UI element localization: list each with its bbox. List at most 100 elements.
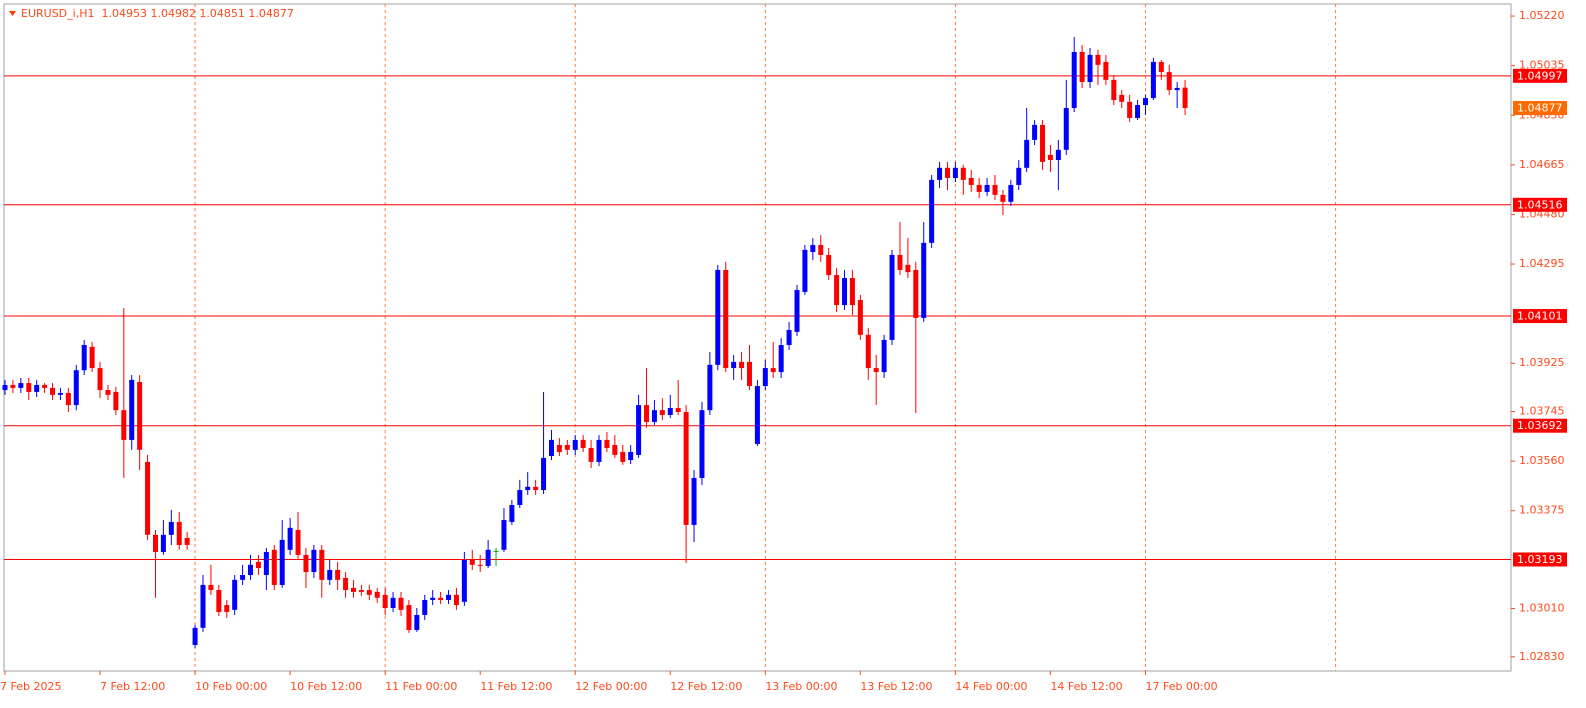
candle-body	[881, 339, 887, 373]
candle-body	[667, 408, 673, 415]
candle-body	[382, 594, 388, 608]
candle-body	[160, 534, 166, 552]
candle-body	[255, 561, 261, 569]
candle-body	[1095, 54, 1101, 65]
candle-body	[493, 550, 499, 552]
candle-body	[707, 364, 713, 411]
candle-body	[10, 384, 16, 388]
x-tick-label: 7 Feb 2025	[0, 680, 61, 693]
candle-body	[1000, 194, 1006, 202]
candle-body	[398, 597, 404, 610]
candle-body	[1166, 72, 1172, 91]
plot-frame	[3, 3, 1512, 672]
candle-body	[73, 370, 79, 406]
candle-body	[105, 390, 111, 395]
candle-body	[612, 445, 618, 455]
candle-body	[1127, 101, 1133, 118]
price-box-label: 1.04101	[1517, 310, 1563, 323]
price-box-label: 1.03692	[1517, 419, 1563, 432]
candle-body	[929, 179, 935, 243]
candle-body	[248, 564, 254, 576]
candle-body	[1016, 167, 1022, 185]
candle-body	[905, 264, 911, 273]
candle-body	[184, 538, 190, 545]
candle-body	[469, 560, 475, 565]
x-tick-label: 11 Feb 00:00	[385, 680, 457, 693]
candle-body	[1047, 154, 1053, 161]
candle-body	[446, 594, 452, 600]
candle-body	[691, 477, 697, 525]
candle-body	[556, 445, 562, 452]
candle-body	[311, 549, 317, 573]
candle-body	[818, 245, 824, 255]
candle-body	[1182, 87, 1188, 109]
candle-body	[295, 529, 301, 555]
candle-body	[335, 569, 341, 580]
y-tick-label: 1.05035	[1519, 59, 1565, 72]
candle-body	[1119, 94, 1125, 102]
candle-body	[533, 486, 539, 491]
candle-body	[1142, 98, 1148, 106]
x-tick-label: 12 Feb 12:00	[670, 680, 742, 693]
candle-body	[224, 605, 230, 613]
candle-body	[216, 590, 222, 613]
chart-title: EURUSD_i,H1 1.04953 1.04982 1.04851 1.04…	[21, 7, 294, 20]
candle-body	[232, 579, 238, 610]
candle-body	[636, 405, 642, 455]
candle-body	[501, 520, 507, 550]
candle-body	[97, 368, 103, 391]
candle-body	[1174, 87, 1180, 91]
candle-body	[834, 275, 840, 306]
candle-body	[644, 405, 650, 422]
price-box-label: 1.03193	[1517, 553, 1563, 566]
candle-body	[137, 382, 143, 450]
candle-body	[129, 379, 135, 440]
x-tick-label: 17 Feb 00:00	[1145, 680, 1217, 693]
candle-body	[263, 551, 269, 576]
candle-body	[921, 242, 927, 318]
x-tick-label: 12 Feb 00:00	[575, 680, 647, 693]
candle-body	[580, 439, 586, 448]
candle-body	[430, 597, 436, 600]
price-box-label: 1.04877	[1517, 102, 1563, 115]
candle-body	[18, 383, 24, 388]
candle-body	[303, 554, 309, 573]
candle-body	[279, 539, 285, 585]
menu-arrow[interactable]	[9, 11, 16, 16]
candle-body	[675, 408, 681, 413]
candle-body	[1103, 61, 1109, 80]
candle-body	[1071, 51, 1077, 109]
candle-body	[319, 549, 325, 580]
candle-body	[992, 184, 998, 195]
candle-body	[699, 410, 705, 478]
candle-body	[937, 167, 943, 180]
candle-body	[1063, 108, 1069, 150]
candle-body	[89, 346, 95, 369]
y-tick-label: 1.03375	[1519, 504, 1565, 517]
candle-body	[1150, 61, 1156, 99]
candle-body	[889, 254, 895, 340]
y-tick-label: 1.03560	[1519, 454, 1565, 467]
y-tick-label: 1.04295	[1519, 257, 1565, 270]
candle-body	[422, 599, 428, 615]
candle-body	[865, 334, 871, 369]
candle-body	[414, 614, 420, 630]
candle-body	[34, 384, 40, 392]
candle-body	[778, 345, 784, 373]
candle-body	[406, 605, 412, 630]
candle-body	[1158, 61, 1164, 73]
candle-body	[1087, 54, 1093, 83]
candle-body	[984, 184, 990, 192]
x-tick-label: 13 Feb 00:00	[765, 680, 837, 693]
candle-body	[374, 591, 380, 598]
candle-body	[271, 549, 277, 585]
candle-body	[564, 445, 570, 450]
candle-body	[240, 575, 246, 580]
price-box	[1513, 101, 1567, 116]
candle-body	[944, 167, 950, 178]
candle-body	[572, 439, 578, 450]
candle-body	[145, 461, 151, 535]
candle-body	[960, 167, 966, 180]
candle-body	[802, 249, 808, 292]
